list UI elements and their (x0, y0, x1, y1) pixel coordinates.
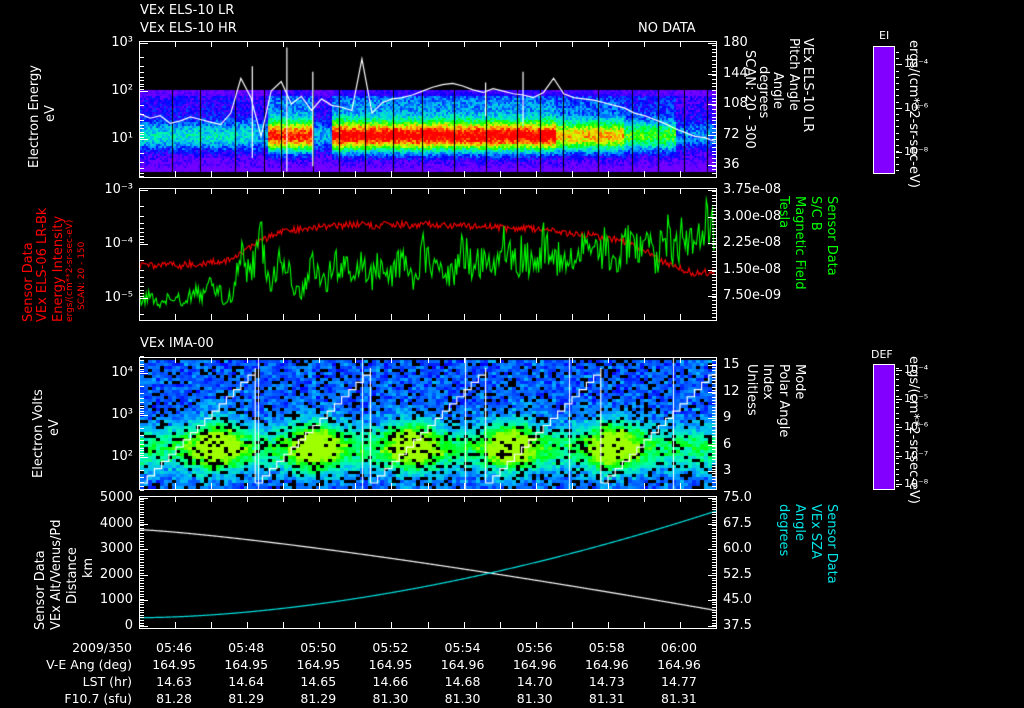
footer-cell: 164.95 (368, 657, 413, 672)
panel3-right-label-3: Index (760, 364, 775, 400)
panel3-colorbar (873, 364, 895, 490)
panel1-ylabel-2: eV (43, 105, 58, 122)
panel3-ylabel-2: eV (47, 419, 62, 436)
panel3-colorbar-title: DEF (871, 348, 893, 361)
panel4-left-label-4: km (81, 557, 96, 578)
panel4-traces (140, 497, 716, 628)
panel3-polar-angle-index-trace (140, 358, 716, 489)
footer-row-label: LST (hr) (82, 674, 132, 689)
footer-cell: 164.96 (440, 657, 485, 672)
panel4-plot-area[interactable] (139, 496, 717, 629)
panel1-plot-area[interactable] (139, 41, 717, 178)
panel1-title-hr: VEx ELS-10 HR (140, 21, 237, 36)
footer-cell: 14.77 (661, 674, 697, 689)
footer-cell: 164.96 (512, 657, 557, 672)
footer-cell: 14.66 (372, 674, 409, 689)
footer-cell: 81.30 (372, 691, 409, 706)
panel2-right-label-3: Magnetic Field (792, 196, 807, 290)
footer-cell: 81.30 (444, 691, 481, 706)
panel4-right-label-2: VEx SZA (808, 504, 823, 559)
footer-cell: 81.28 (156, 691, 192, 706)
panel1-right-label-4: degrees (756, 66, 771, 119)
footer-cell: 05:50 (300, 640, 337, 655)
panel2-plot-area[interactable] (139, 188, 717, 321)
panel4-right-label-3: Angle (792, 504, 807, 541)
footer-cell: 14.65 (300, 674, 337, 689)
footer-cell: 164.95 (296, 657, 341, 672)
panel2-left-label-1: Sensor Data (21, 242, 36, 322)
footer-cell: 05:46 (156, 640, 193, 655)
footer-cell: 05:54 (444, 640, 481, 655)
panel2-left-label-5: SCAN: 20 - 150 (77, 241, 87, 310)
footer-row-label: V-E Ang (deg) (46, 657, 132, 672)
footer-cell: 14.73 (588, 674, 625, 689)
footer-cell: 14.68 (444, 674, 481, 689)
footer-cell: 164.95 (224, 657, 269, 672)
footer-cell: 81.31 (661, 691, 697, 706)
footer-cell: 164.96 (657, 657, 701, 672)
panel1-right-label-2: VEx ELS-10 LR (800, 38, 815, 133)
panel2-left-label-3: Energy Intensity (51, 215, 66, 322)
panel4-right-label-4: degrees (776, 504, 791, 557)
panel2-left-label-2: VEx ELS-06 LR-Bk (35, 207, 50, 322)
panel1-colorbar (873, 46, 895, 174)
footer-cell: 14.70 (516, 674, 553, 689)
footer-cell: 81.31 (588, 691, 625, 706)
panel3-right-label-1: Mode (792, 364, 807, 400)
panel4-left-label-2: VEx Alt/Venus/Pd (49, 519, 64, 630)
panel1-ylabel-1: Electron Energy (27, 65, 42, 168)
panel3-title: VEx IMA-00 (140, 336, 214, 351)
panel1-right-label-3: Angle (770, 72, 785, 109)
panel2-left-label-4: ergs/(cm**2-sr-sec-eV) (65, 219, 75, 322)
panel1-title-lr: VEx ELS-10 LR (140, 3, 235, 18)
footer-cell: 06:00 (660, 640, 697, 655)
footer-cell: 81.29 (300, 691, 337, 706)
panel4-right-label-1: Sensor Data (824, 504, 839, 584)
footer-cell: 81.30 (516, 691, 553, 706)
footer-cell: 05:58 (588, 640, 625, 655)
footer-cell: 14.64 (228, 674, 265, 689)
panel2-traces (140, 189, 716, 320)
footer-data-table: 2009/350 V-E Ang (deg) LST (hr) F10.7 (sfu)… (0, 636, 1024, 708)
footer-cell: 164.96 (584, 657, 629, 672)
panel3-right-label-2: Polar Angle (776, 364, 791, 438)
panel4-left-label-1: Sensor Data (33, 550, 48, 630)
footer-cell: 81.29 (228, 691, 265, 706)
panel4-left-label-3: Distance (65, 547, 80, 604)
panel1-colorbar-title: EI (879, 29, 890, 42)
panel1-right-label-1: Pitch Angle (786, 38, 801, 111)
no-data-label: NO DATA (638, 21, 696, 36)
footer-cell: 14.63 (156, 674, 192, 689)
panel2-right-label-1: Sensor Data (824, 196, 839, 276)
footer-row-label: F10.7 (sfu) (64, 691, 132, 706)
footer-row-label: 2009/350 (72, 640, 132, 655)
panel3-ylabel-1: Electron Volts (31, 389, 46, 478)
footer-cell: 05:48 (228, 640, 265, 655)
panel3-plot-area[interactable] (139, 357, 717, 490)
footer-cell: 164.95 (152, 657, 196, 672)
panel2-right-label-2: S/C B (808, 196, 823, 231)
footer-cell: 05:56 (516, 640, 553, 655)
footer-cell: 05:52 (372, 640, 409, 655)
panel1-pitch-angle-trace (140, 42, 716, 177)
panel3-right-label-4: Unitless (744, 364, 759, 416)
